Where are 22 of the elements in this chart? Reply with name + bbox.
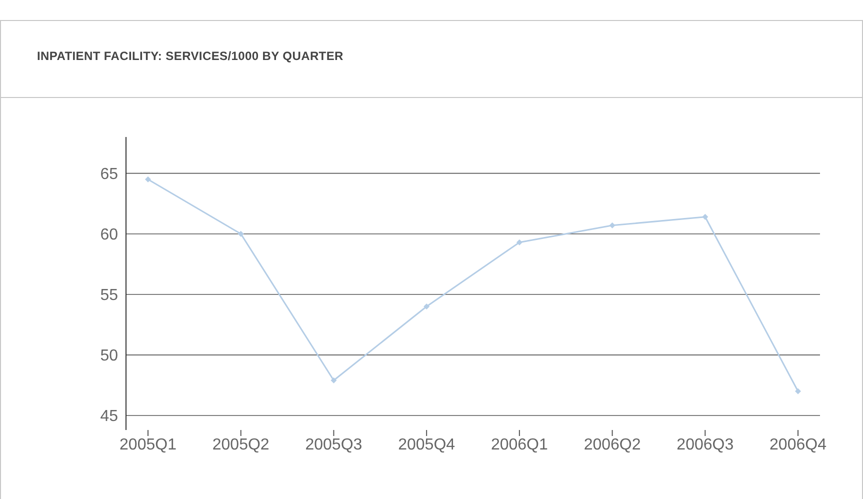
point <box>516 239 522 246</box>
x-tick-label: 2006Q3 <box>676 436 734 454</box>
point <box>424 304 430 310</box>
point <box>330 377 337 384</box>
y-tick-label: 50 <box>100 348 118 365</box>
y-tick-label: 65 <box>100 166 118 183</box>
x-tick-label: 2005Q2 <box>212 436 270 454</box>
point <box>145 176 151 182</box>
point <box>609 222 616 228</box>
x-tick-label: 2006Q1 <box>490 436 548 454</box>
x-tick-label: 2005Q1 <box>120 436 177 454</box>
y-tick-label: 55 <box>100 287 118 304</box>
x-tick-label: 2005Q4 <box>398 436 456 454</box>
x-tick-label: 2005Q3 <box>305 436 362 454</box>
y-tick-label: 45 <box>100 408 118 426</box>
point <box>795 388 801 394</box>
x-tick-label: 2006Q2 <box>584 436 641 454</box>
point <box>238 230 244 237</box>
point <box>702 214 708 220</box>
y-tick-label: 60 <box>100 226 118 244</box>
x-tick-label: 2006Q4 <box>770 436 827 454</box>
chart-title: INPATIENT FACILITY: SERVICES/1000 BY QUARTER <box>37 49 344 63</box>
